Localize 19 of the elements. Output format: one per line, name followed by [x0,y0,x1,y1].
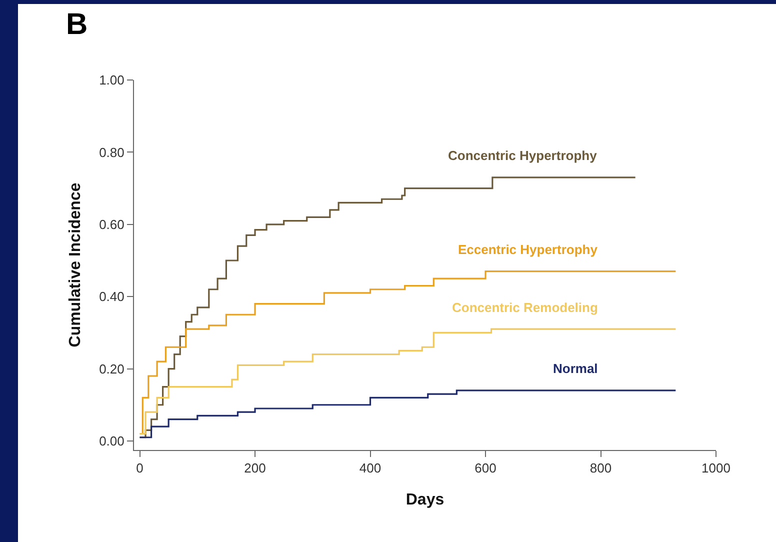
series-label: Concentric Remodeling [452,300,598,315]
y-tick-label: 0.20 [99,361,124,376]
x-tick-label: 200 [244,460,266,476]
series-label: Normal [553,361,598,376]
y-tick-label: 0.00 [99,434,124,449]
x-tick-label: 600 [474,460,496,476]
y-tick-label: 0.40 [99,289,124,304]
y-tick-label: 0.60 [99,216,124,232]
y-axis-title: Cumulative Incidence [66,182,84,348]
x-tick-label: 1000 [702,460,730,476]
x-tick-label: 800 [590,460,612,476]
x-tick-label: 0 [136,460,144,476]
x-axis-title: Days [406,491,444,508]
y-tick-label: 1.00 [99,72,124,88]
series-label: Eccentric Hypertrophy [458,242,598,257]
x-tick-label: 400 [359,460,382,476]
y-tick-label: 0.80 [99,144,124,160]
text: B [66,8,88,41]
series-label: Concentric Hypertrophy [448,148,598,163]
